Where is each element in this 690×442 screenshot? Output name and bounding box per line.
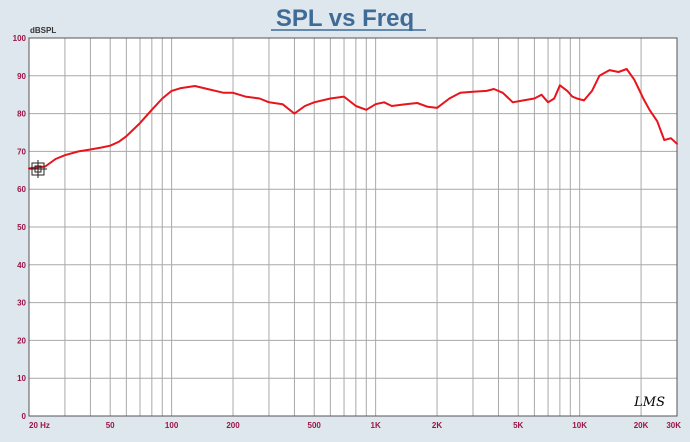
x-tick-label-5: 1K <box>371 421 381 430</box>
y-tick-label-10: 100 <box>13 34 27 43</box>
x-tick-label-9: 20K <box>634 421 649 430</box>
y-axis-label: dBSPL <box>30 26 56 35</box>
y-tick-label-6: 60 <box>17 185 26 194</box>
y-tick-label-3: 30 <box>17 299 26 308</box>
y-tick-label-7: 70 <box>17 147 26 156</box>
x-tick-label-7: 5K <box>513 421 523 430</box>
plot-area: 0 10 20 30 40 50 60 70 80 90 100 20 Hz 50 100 200 500 1K… <box>13 34 682 430</box>
plot-frame <box>28 37 678 417</box>
x-tick-label-10: 30K <box>666 421 681 430</box>
y-tick-label-1: 10 <box>17 374 26 383</box>
x-tick-label-0: 20 Hz <box>29 421 50 430</box>
x-tick-label-2: 100 <box>165 421 179 430</box>
lms-watermark: LMS <box>633 395 665 410</box>
x-tick-label-6: 2K <box>432 421 442 430</box>
y-tick-label-2: 20 <box>17 336 26 345</box>
series-line-0 <box>28 68 678 170</box>
cursor-marker <box>29 160 47 178</box>
y-tick-label-8: 80 <box>17 110 26 119</box>
y-tick-label-0: 0 <box>22 412 27 421</box>
y-tick-label-9: 90 <box>17 72 26 81</box>
x-tick-label-4: 500 <box>308 421 322 430</box>
y-tick-label-4: 40 <box>17 261 26 270</box>
chart-title: SPL vs Freq <box>276 5 414 32</box>
y-tick-label-5: 50 <box>17 223 26 232</box>
x-tick-label-1: 50 <box>106 421 115 430</box>
x-tick-label-8: 10K <box>572 421 587 430</box>
x-tick-label-3: 200 <box>226 421 240 430</box>
